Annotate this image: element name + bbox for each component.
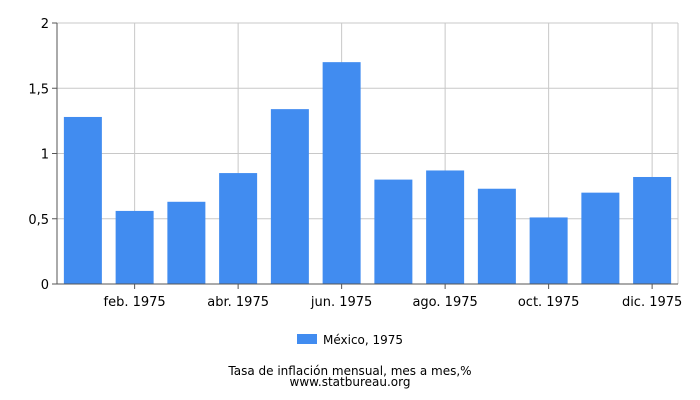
x-tick-label: oct. 1975 (518, 295, 580, 310)
y-tick-label: 0 (41, 278, 49, 293)
source-url: www.statbureau.org (290, 375, 411, 389)
x-tick-label: feb. 1975 (104, 295, 166, 310)
legend-swatch (297, 334, 317, 344)
x-tick-label: jun. 1975 (310, 295, 372, 310)
y-tick-label: 2 (41, 17, 49, 32)
bar (322, 62, 361, 285)
bar (477, 188, 516, 284)
y-axis-ticks: 0 0,5 1 1,5 2 (28, 17, 57, 293)
bar (115, 210, 154, 284)
bar (270, 109, 309, 284)
chart-caption: Tasa de inflación mensual, mes a mes,% (227, 364, 471, 378)
bar (63, 116, 102, 285)
bar (581, 192, 620, 284)
y-tick-label: 1 (41, 148, 49, 163)
bar (219, 173, 258, 284)
x-tick-label: ago. 1975 (412, 295, 477, 310)
bar (633, 176, 672, 284)
bar (426, 170, 465, 284)
bars (63, 62, 672, 285)
legend-label: México, 1975 (323, 333, 403, 347)
bar (529, 217, 568, 284)
y-tick-label: 0,5 (28, 213, 49, 228)
x-tick-label: dic. 1975 (622, 295, 682, 310)
legend: México, 1975 (297, 333, 403, 347)
x-tick-label: abr. 1975 (207, 295, 269, 310)
bar (374, 179, 413, 284)
x-axis-ticks: feb. 1975 abr. 1975 jun. 1975 ago. 1975 oct.… (104, 284, 682, 310)
bar (167, 201, 206, 284)
y-tick-label: 1,5 (28, 82, 49, 97)
